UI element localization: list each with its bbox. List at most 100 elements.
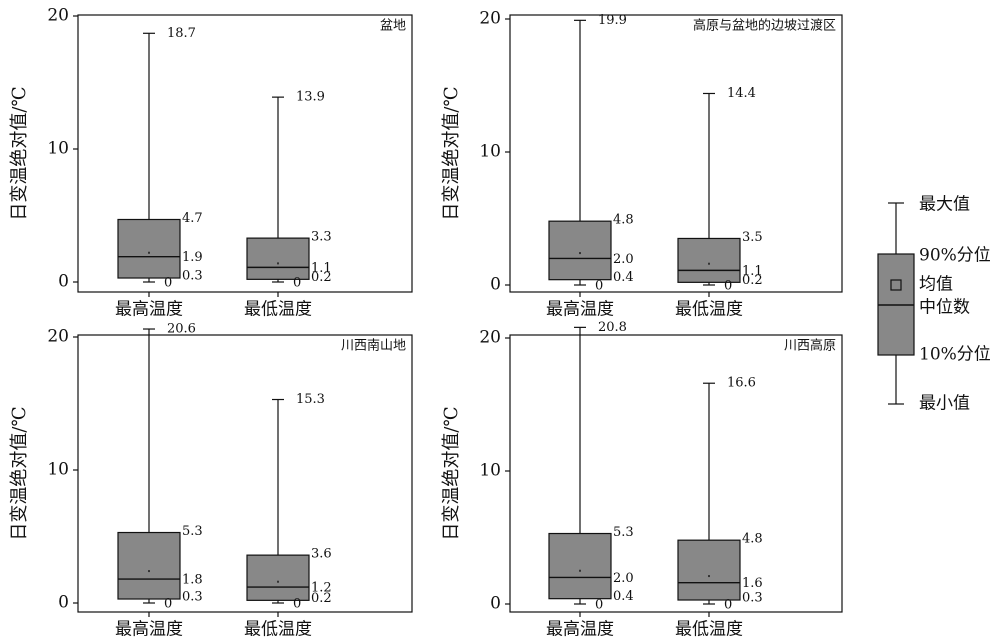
y-tick-label: 10 <box>479 461 501 481</box>
max-label: 16.6 <box>727 376 756 391</box>
p90-label: 4.8 <box>742 532 763 547</box>
min-label: 0 <box>164 597 172 612</box>
min-label: 0 <box>293 597 301 612</box>
plot-frame <box>509 334 843 613</box>
box-body <box>548 532 612 600</box>
median-label: 2.0 <box>613 252 634 267</box>
p90-label: 4.7 <box>182 211 203 226</box>
legend-max-label: 最大值 <box>919 195 970 215</box>
max-label: 20.8 <box>598 320 627 335</box>
x-tick-label: 最高温度 <box>546 300 614 320</box>
panel-title: 高原与盆地的边坡过渡区 <box>693 18 836 34</box>
median-label: 2.0 <box>613 571 634 586</box>
y-tick-label: 10 <box>479 142 501 162</box>
p90-label: 4.8 <box>613 213 634 228</box>
y-tick-label: 10 <box>47 139 69 159</box>
y-tick-label: 10 <box>47 460 69 480</box>
x-tick-label: 最高温度 <box>115 620 183 637</box>
mean-marker <box>148 570 150 573</box>
p10-label: 0.2 <box>311 591 332 606</box>
plot-frame <box>77 334 413 613</box>
min-label: 0 <box>595 279 603 294</box>
median-label: 1.2 <box>311 581 332 596</box>
mean-marker <box>708 262 710 265</box>
box-1: 20.6 5.3 1.8 0.3 0 最高温度 <box>115 322 203 637</box>
panel-title: 盆地 <box>380 19 406 34</box>
min-label: 0 <box>724 598 732 613</box>
legend-mean-label: 均值 <box>919 275 953 295</box>
plot-frame <box>509 14 843 293</box>
box-body <box>677 539 741 601</box>
x-tick-label: 最高温度 <box>115 300 183 320</box>
p10-label: 0.3 <box>742 591 763 606</box>
y-tick-label: 0 <box>490 594 501 614</box>
mean-marker <box>277 262 279 265</box>
box-body <box>246 237 310 280</box>
max-label: 19.9 <box>598 13 627 28</box>
p10-label: 0.4 <box>613 270 634 285</box>
box-1: 19.9 4.8 2.0 0.4 0 最高温度 <box>546 13 634 320</box>
p90-label: 5.3 <box>613 525 634 540</box>
y-tick-label: 20 <box>479 9 501 29</box>
box-body <box>677 237 741 283</box>
min-label: 0 <box>595 598 603 613</box>
p10-label: 0.3 <box>182 269 203 284</box>
box-body <box>548 220 612 281</box>
y-axis-label: 日变温绝对值/℃ <box>9 86 30 220</box>
box-1: 20.8 5.3 2.0 0.4 0 最高温度 <box>546 320 634 637</box>
p10-label: 0.3 <box>182 590 203 605</box>
plot-frame <box>77 14 413 293</box>
mean-marker <box>579 569 581 572</box>
y-tick-label: 20 <box>47 327 69 347</box>
y-axis-label: 日变温绝对值/℃ <box>441 406 462 540</box>
max-label: 18.7 <box>167 26 196 41</box>
y-tick-label: 0 <box>58 272 69 292</box>
min-label: 0 <box>724 279 732 294</box>
x-tick-label: 最低温度 <box>675 620 743 637</box>
median-label: 1.1 <box>742 264 763 279</box>
p10-label: 0.2 <box>311 270 332 285</box>
legend-mean-marker <box>890 279 902 291</box>
legend-median-label: 中位数 <box>919 298 970 318</box>
mean-marker <box>148 251 150 254</box>
p10-label: 0.4 <box>613 589 634 604</box>
y-axis-label: 日变温绝对值/℃ <box>441 86 462 220</box>
p90-label: 3.3 <box>311 230 332 245</box>
box-body <box>117 531 181 600</box>
box-body <box>246 554 310 601</box>
x-tick-label: 最低温度 <box>675 300 743 320</box>
x-tick-label: 最低温度 <box>244 300 312 320</box>
box-2: 16.6 4.8 1.60.3 0 最低温度 <box>675 376 763 637</box>
y-axis-label: 日变温绝对值/℃ <box>9 406 30 540</box>
legend-p90-label: 90%分位 <box>919 246 991 266</box>
legend-p10-label: 10%分位 <box>919 345 991 365</box>
max-label: 15.3 <box>296 392 325 407</box>
y-tick-label: 0 <box>58 593 69 613</box>
box-1: 18.7 4.7 1.9 0.3 0 最高温度 <box>115 26 203 320</box>
box-2: 13.9 3.3 1.10.2 0 最低温度 <box>244 90 332 320</box>
mean-marker <box>708 575 710 578</box>
x-tick-label: 最低温度 <box>244 620 312 637</box>
p90-label: 3.6 <box>311 547 332 562</box>
p90-label: 5.3 <box>182 524 203 539</box>
mean-marker <box>579 252 581 255</box>
median-label: 1.1 <box>311 261 332 276</box>
box-body <box>117 218 181 279</box>
y-tick-label: 0 <box>490 275 501 295</box>
max-label: 13.9 <box>296 90 325 105</box>
p90-label: 3.5 <box>742 230 763 245</box>
panel-title: 川西高原 <box>784 338 836 354</box>
x-tick-label: 最高温度 <box>546 620 614 637</box>
mean-marker <box>277 580 279 583</box>
max-label: 20.6 <box>167 322 196 337</box>
min-label: 0 <box>293 276 301 291</box>
min-label: 0 <box>164 276 172 291</box>
median-label: 1.8 <box>182 573 203 588</box>
median-label: 1.9 <box>182 250 203 265</box>
max-label: 14.4 <box>727 86 756 101</box>
